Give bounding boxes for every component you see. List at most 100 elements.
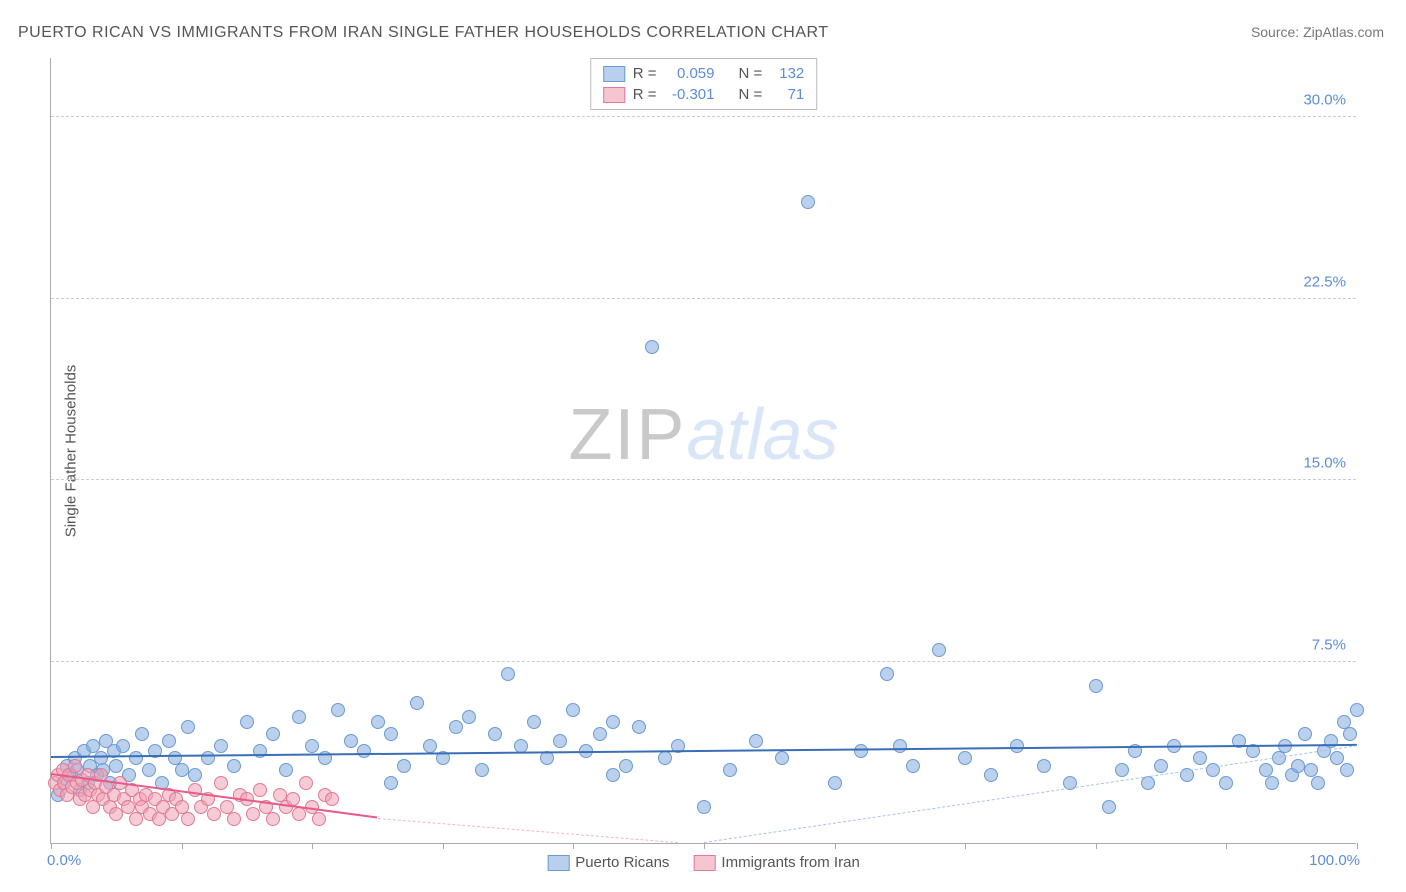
- scatter-point: [371, 715, 385, 729]
- regression-line: [51, 744, 1357, 758]
- scatter-point: [181, 812, 195, 826]
- scatter-point: [410, 696, 424, 710]
- chart-container: PUERTO RICAN VS IMMIGRANTS FROM IRAN SIN…: [0, 0, 1406, 892]
- regression-dash: [377, 818, 677, 843]
- scatter-point: [958, 751, 972, 765]
- scatter-point: [188, 768, 202, 782]
- stats-row-1: R = 0.059 N = 132: [603, 63, 805, 84]
- scatter-point: [749, 734, 763, 748]
- scatter-point: [1291, 759, 1305, 773]
- gridline: [51, 298, 1356, 299]
- scatter-point: [775, 751, 789, 765]
- legend-item-puerto-rican: Puerto Ricans: [547, 854, 669, 871]
- scatter-point: [566, 703, 580, 717]
- scatter-point: [906, 759, 920, 773]
- scatter-point: [397, 759, 411, 773]
- ytick-label: 22.5%: [1303, 273, 1346, 290]
- scatter-point: [214, 776, 228, 790]
- scatter-point: [1115, 763, 1129, 777]
- xtick: [965, 843, 966, 849]
- scatter-point: [593, 727, 607, 741]
- stats-swatch-puerto-rican: [603, 66, 625, 82]
- scatter-point: [697, 800, 711, 814]
- xtick: [835, 843, 836, 849]
- gridline: [51, 661, 1356, 662]
- scatter-point: [129, 751, 143, 765]
- stats-r-label-2: R =: [633, 84, 657, 105]
- scatter-point: [384, 776, 398, 790]
- scatter-point: [129, 812, 143, 826]
- legend-item-iran: Immigrants from Iran: [693, 854, 859, 871]
- xtick: [573, 843, 574, 849]
- stats-r-value-2: -0.301: [665, 84, 715, 105]
- scatter-point: [152, 812, 166, 826]
- legend-swatch-puerto-rican: [547, 855, 569, 871]
- scatter-point: [1330, 751, 1344, 765]
- legend-swatch-iran: [693, 855, 715, 871]
- xtick-start: 0.0%: [47, 852, 81, 869]
- chart-title: PUERTO RICAN VS IMMIGRANTS FROM IRAN SIN…: [18, 24, 829, 42]
- stats-n-label: N =: [739, 63, 763, 84]
- scatter-point: [344, 734, 358, 748]
- stats-r-label: R =: [633, 63, 657, 84]
- scatter-point: [266, 727, 280, 741]
- ytick-label: 15.0%: [1303, 455, 1346, 472]
- scatter-point: [292, 807, 306, 821]
- scatter-point: [1089, 679, 1103, 693]
- xtick: [1096, 843, 1097, 849]
- scatter-point: [68, 759, 82, 773]
- scatter-point: [932, 643, 946, 657]
- scatter-point: [645, 340, 659, 354]
- stats-box: R = 0.059 N = 132 R = -0.301 N = 71: [590, 58, 818, 110]
- watermark-zip: ZIP: [568, 395, 686, 475]
- scatter-point: [1265, 776, 1279, 790]
- scatter-point: [880, 667, 894, 681]
- gridline: [51, 479, 1356, 480]
- scatter-point: [109, 759, 123, 773]
- scatter-point: [325, 792, 339, 806]
- xtick: [312, 843, 313, 849]
- scatter-point: [312, 812, 326, 826]
- xtick: [443, 843, 444, 849]
- scatter-point: [632, 720, 646, 734]
- regression-dash: [704, 745, 1357, 843]
- legend-label-1: Puerto Ricans: [575, 854, 669, 871]
- scatter-point: [553, 734, 567, 748]
- stats-r-value-1: 0.059: [665, 63, 715, 84]
- scatter-point: [181, 720, 195, 734]
- scatter-point: [292, 710, 306, 724]
- scatter-point: [488, 727, 502, 741]
- scatter-point: [1219, 776, 1233, 790]
- scatter-point: [1193, 751, 1207, 765]
- scatter-point: [214, 739, 228, 753]
- scatter-point: [854, 744, 868, 758]
- scatter-point: [175, 763, 189, 777]
- ytick-label: 7.5%: [1312, 636, 1346, 653]
- scatter-point: [619, 759, 633, 773]
- xtick: [51, 843, 52, 849]
- scatter-point: [1324, 734, 1338, 748]
- scatter-point: [1102, 800, 1116, 814]
- stats-swatch-iran: [603, 87, 625, 103]
- stats-n-label-2: N =: [739, 84, 763, 105]
- scatter-point: [723, 763, 737, 777]
- scatter-point: [801, 195, 815, 209]
- scatter-point: [606, 715, 620, 729]
- scatter-point: [1350, 703, 1364, 717]
- scatter-point: [1311, 776, 1325, 790]
- scatter-point: [1154, 759, 1168, 773]
- scatter-point: [1037, 759, 1051, 773]
- watermark-atlas: atlas: [686, 395, 838, 475]
- scatter-point: [449, 720, 463, 734]
- scatter-point: [162, 734, 176, 748]
- scatter-point: [266, 812, 280, 826]
- scatter-point: [501, 667, 515, 681]
- stats-n-value-2: 71: [770, 84, 804, 105]
- scatter-point: [658, 751, 672, 765]
- legend-label-2: Immigrants from Iran: [721, 854, 859, 871]
- source-label: Source: ZipAtlas.com: [1251, 24, 1384, 40]
- plot-area: Single Father Households ZIPatlas R = 0.…: [50, 58, 1356, 844]
- scatter-point: [527, 715, 541, 729]
- stats-n-value-1: 132: [770, 63, 804, 84]
- xtick: [182, 843, 183, 849]
